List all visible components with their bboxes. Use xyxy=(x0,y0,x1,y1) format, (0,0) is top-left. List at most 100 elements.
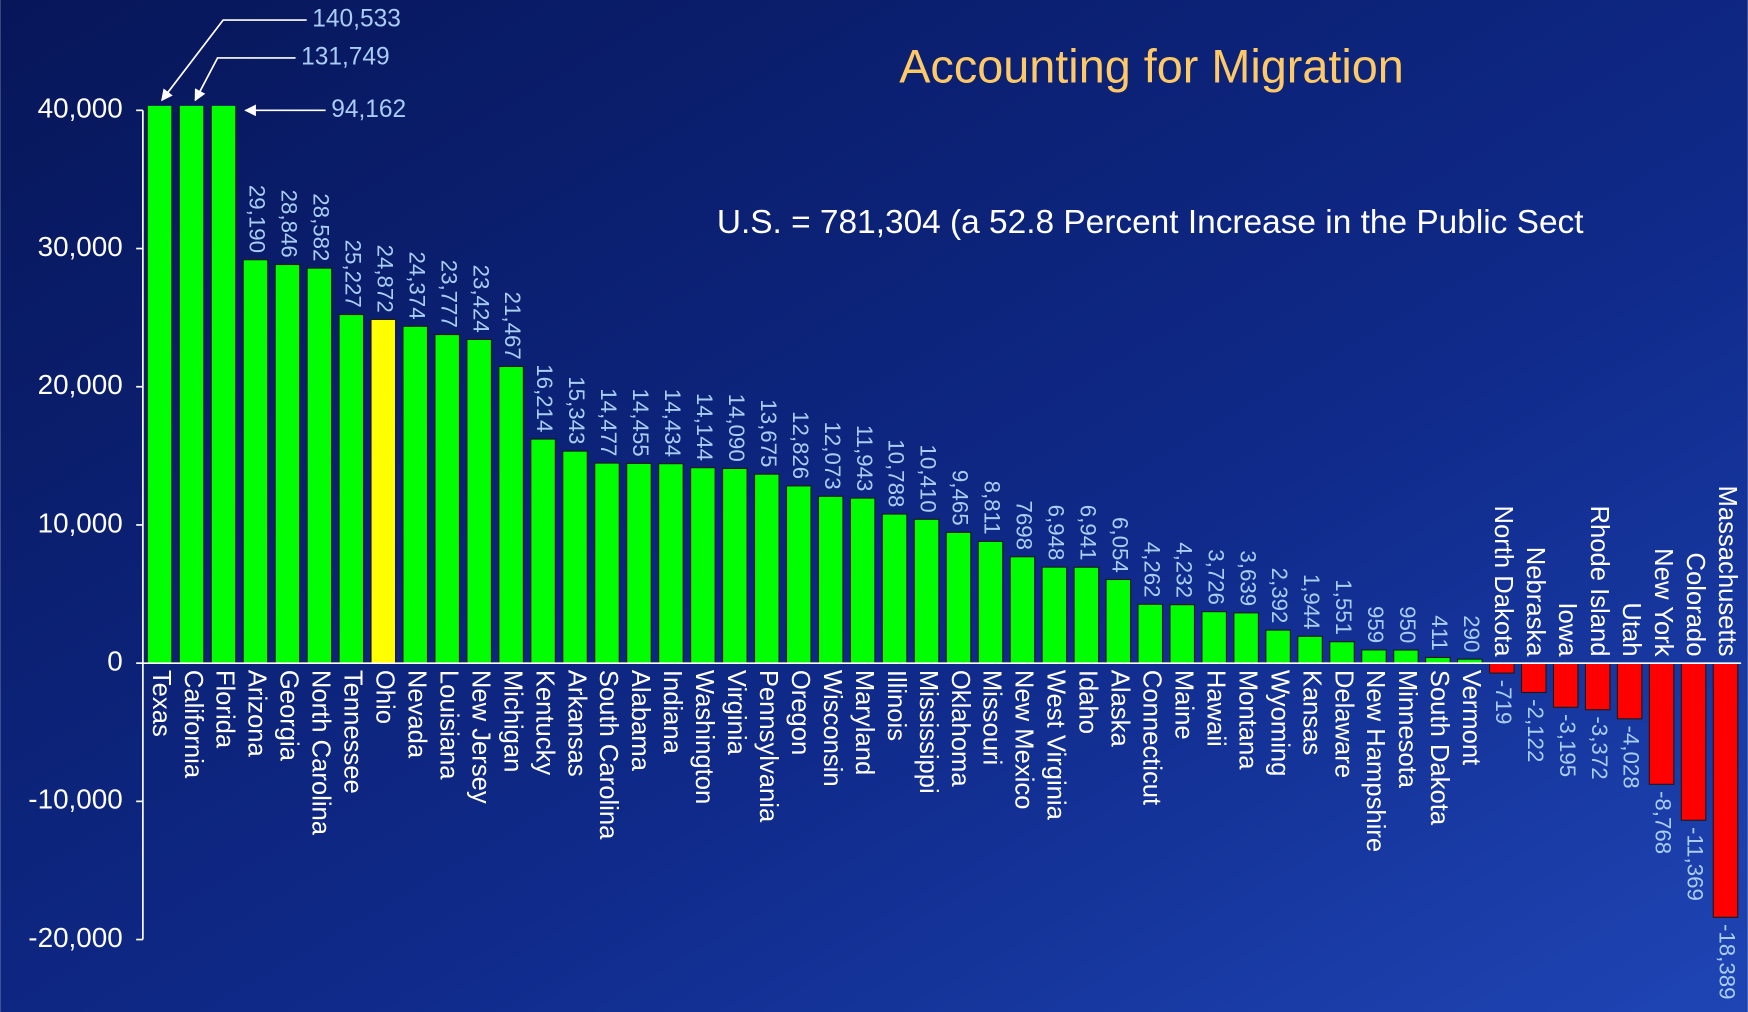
bar xyxy=(1648,662,1675,785)
bar xyxy=(881,513,908,664)
value-label: 959 xyxy=(1363,606,1388,643)
value-label: 411 xyxy=(1427,615,1452,651)
bar xyxy=(1137,603,1164,664)
y-tick-label: 20,000 xyxy=(38,369,123,400)
value-label: 10,788 xyxy=(884,439,909,507)
value-label: 16,214 xyxy=(532,364,557,432)
y-tick-label: -20,000 xyxy=(28,922,123,953)
value-label: 950 xyxy=(1395,606,1420,643)
x-tick-label: Oklahoma xyxy=(946,670,974,788)
value-label: 29,190 xyxy=(245,185,270,253)
x-tick-label: Wyoming xyxy=(1265,670,1293,777)
value-label: -3,372 xyxy=(1587,716,1612,779)
x-tick-label: Wisconsin xyxy=(818,670,846,787)
x-tick-label: Delaware xyxy=(1329,670,1357,778)
bar xyxy=(1073,566,1100,664)
y-tick-label: 30,000 xyxy=(38,231,123,262)
x-tick-label: North Dakota xyxy=(1489,505,1517,657)
bar xyxy=(370,318,397,664)
x-tick-label: Michigan xyxy=(498,670,526,773)
x-tick-label: California xyxy=(179,670,207,779)
bar xyxy=(402,325,429,664)
x-tick-label: Washington xyxy=(690,670,718,804)
bar xyxy=(1425,656,1451,664)
x-tick-label: Connecticut xyxy=(1138,670,1166,805)
value-label: 2,392 xyxy=(1267,568,1292,624)
x-tick-label: New Jersey xyxy=(466,670,494,804)
value-label: 9,465 xyxy=(948,470,973,526)
value-label: 14,455 xyxy=(628,389,653,457)
value-label: 21,467 xyxy=(500,292,525,360)
y-tick-label: -10,000 xyxy=(28,784,123,815)
bar xyxy=(722,467,748,664)
x-tick-label: Alaska xyxy=(1106,670,1134,748)
value-label: 3,639 xyxy=(1235,550,1260,606)
bar xyxy=(785,485,812,664)
x-tick-label: Illinois xyxy=(882,670,910,741)
x-tick-label: Rhode Island xyxy=(1585,505,1613,656)
value-label: 6,948 xyxy=(1044,505,1069,561)
value-label: 14,477 xyxy=(596,388,621,456)
value-label: 1,944 xyxy=(1299,574,1324,630)
bar xyxy=(338,313,365,664)
x-tick-label: Nebraska xyxy=(1521,547,1549,657)
x-tick-label: Georgia xyxy=(275,670,303,762)
value-label: 290 xyxy=(1459,615,1484,652)
bar xyxy=(849,497,876,664)
value-label: 4,232 xyxy=(1171,542,1196,598)
value-label: 7698 xyxy=(1012,500,1037,550)
value-label: 12,826 xyxy=(788,411,813,479)
bar xyxy=(977,540,1004,664)
value-label: 23,424 xyxy=(468,265,493,333)
value-label: 4,262 xyxy=(1139,542,1164,598)
bar xyxy=(594,462,620,664)
bar xyxy=(1297,635,1323,664)
value-label: 1,551 xyxy=(1331,579,1356,635)
bar xyxy=(690,467,716,664)
x-tick-label: Alabama xyxy=(626,670,654,772)
value-label: 13,675 xyxy=(756,399,781,467)
x-tick-label: New York xyxy=(1649,548,1677,656)
bar xyxy=(1584,662,1611,711)
bar xyxy=(817,495,844,664)
value-label: 11,943 xyxy=(852,425,877,492)
x-tick-label: Maine xyxy=(1169,670,1197,740)
bar xyxy=(945,531,972,664)
value-label: 28,846 xyxy=(277,190,302,258)
value-label: -2,122 xyxy=(1523,699,1548,762)
value-label: 23,777 xyxy=(436,260,461,328)
bar xyxy=(498,365,524,664)
x-tick-label: Virginia xyxy=(722,670,750,756)
x-tick-label: Hawaii xyxy=(1201,670,1229,747)
bar xyxy=(1393,649,1419,664)
x-tick-label: Texas xyxy=(147,670,175,737)
x-tick-label: Oregon xyxy=(786,670,814,755)
y-tick-label: 10,000 xyxy=(38,507,123,538)
value-label: 6,941 xyxy=(1075,505,1100,561)
x-tick-label: Louisiana xyxy=(434,670,462,780)
x-tick-label: Kansas xyxy=(1297,670,1325,755)
value-label: 8,811 xyxy=(980,481,1005,535)
x-tick-label: Arizona xyxy=(243,670,271,758)
subtitle: U.S. = 781,304 (a 52.8 Percent Increase … xyxy=(717,204,1584,241)
bar xyxy=(530,438,556,664)
value-label: 14,144 xyxy=(692,393,717,461)
bar xyxy=(178,105,205,664)
bar xyxy=(434,333,461,664)
bar xyxy=(466,338,492,664)
value-label: 14,434 xyxy=(660,389,685,457)
y-tick-label: 0 xyxy=(107,646,123,677)
x-tick-label: Missouri xyxy=(978,670,1006,765)
x-tick-label: Kentucky xyxy=(530,670,558,776)
value-label: 3,726 xyxy=(1203,549,1228,605)
bar xyxy=(753,473,780,664)
bar xyxy=(1520,662,1547,694)
x-tick-label: West Virginia xyxy=(1042,670,1070,821)
x-tick-label: Indiana xyxy=(658,670,686,755)
bar xyxy=(1488,662,1515,674)
x-tick-label: Arkansas xyxy=(562,670,590,777)
bar xyxy=(242,259,269,664)
value-label: -4,028 xyxy=(1619,726,1644,789)
value-label: 10,410 xyxy=(916,444,941,512)
